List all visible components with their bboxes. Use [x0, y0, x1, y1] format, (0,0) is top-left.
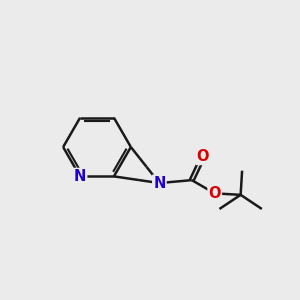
Text: O: O: [197, 149, 209, 164]
Text: O: O: [208, 186, 221, 201]
Text: N: N: [153, 176, 166, 190]
Text: N: N: [74, 169, 86, 184]
